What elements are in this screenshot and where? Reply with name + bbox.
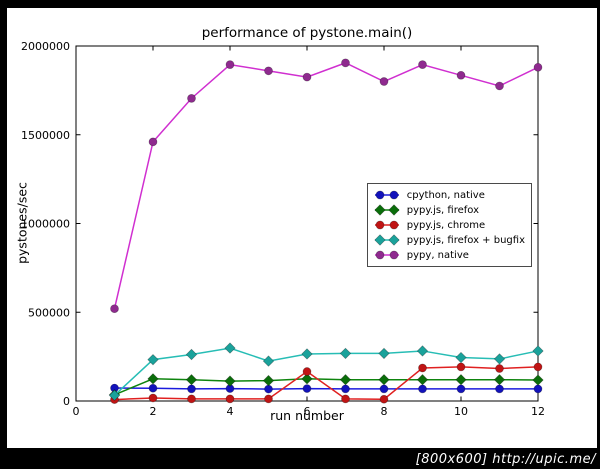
y-tick-labels: 0 500000 1000000 1500000 2000000 xyxy=(21,40,70,408)
svg-text:0: 0 xyxy=(73,405,80,418)
svg-text:500000: 500000 xyxy=(28,306,70,319)
legend-label: pypy.js, chrome xyxy=(406,219,486,231)
svg-text:1500000: 1500000 xyxy=(21,129,70,142)
legend-marker-diamond-icon xyxy=(374,234,400,246)
legend-label: pypy.js, firefox xyxy=(406,204,480,216)
legend-item-1: pypy.js, firefox xyxy=(373,203,525,217)
chart-canvas: 0 2 4 6 8 10 12 0 500000 1000000 1500000 2000000 pe… xyxy=(7,8,597,448)
series-1 xyxy=(108,373,544,401)
svg-text:6: 6 xyxy=(304,405,311,418)
legend-item-2: pypy.js, chrome xyxy=(373,218,525,232)
plot-area: 0 2 4 6 8 10 12 0 500000 1000000 1500000 2000000 xyxy=(21,40,546,418)
svg-text:8: 8 xyxy=(381,405,388,418)
svg-text:0: 0 xyxy=(63,395,70,408)
legend-item-0: cpython, native xyxy=(373,188,525,202)
legend-label: cpython, native xyxy=(406,189,485,201)
legend: cpython, native pypy.js, firefox pypy.js, … xyxy=(366,183,532,267)
chart-title: performance of pystone.main() xyxy=(201,25,413,41)
svg-text:2: 2 xyxy=(150,405,157,418)
svg-text:10: 10 xyxy=(454,405,468,418)
legend-item-4: pypy, native xyxy=(373,248,525,262)
legend-marker-circle-icon xyxy=(374,190,399,200)
series-4 xyxy=(110,58,543,314)
legend-label: pypy, native xyxy=(406,249,469,261)
svg-text:12: 12 xyxy=(531,405,545,418)
legend-item-3: pypy.js, firefox + bugfix xyxy=(373,233,525,247)
legend-label: pypy.js, firefox + bugfix xyxy=(406,234,525,246)
x-axis-label: run number xyxy=(270,408,344,423)
svg-text:4: 4 xyxy=(227,405,234,418)
watermark-bar: [800x600] http://upic.me/ xyxy=(0,448,600,469)
series-0 xyxy=(110,383,543,394)
legend-marker-circle-icon xyxy=(374,220,399,230)
series-3 xyxy=(108,342,544,402)
y-axis-label: pystones/sec xyxy=(14,182,30,264)
watermark-text: [800x600] http://upic.me/ xyxy=(415,452,596,467)
svg-text:2000000: 2000000 xyxy=(21,40,70,53)
axis-ticks xyxy=(75,45,539,402)
legend-marker-circle-icon xyxy=(374,250,399,260)
svg-text:1000000: 1000000 xyxy=(21,218,70,231)
series-2 xyxy=(110,362,543,404)
legend-marker-diamond-icon xyxy=(374,204,400,216)
x-tick-labels: 0 2 4 6 8 10 12 xyxy=(73,405,546,418)
